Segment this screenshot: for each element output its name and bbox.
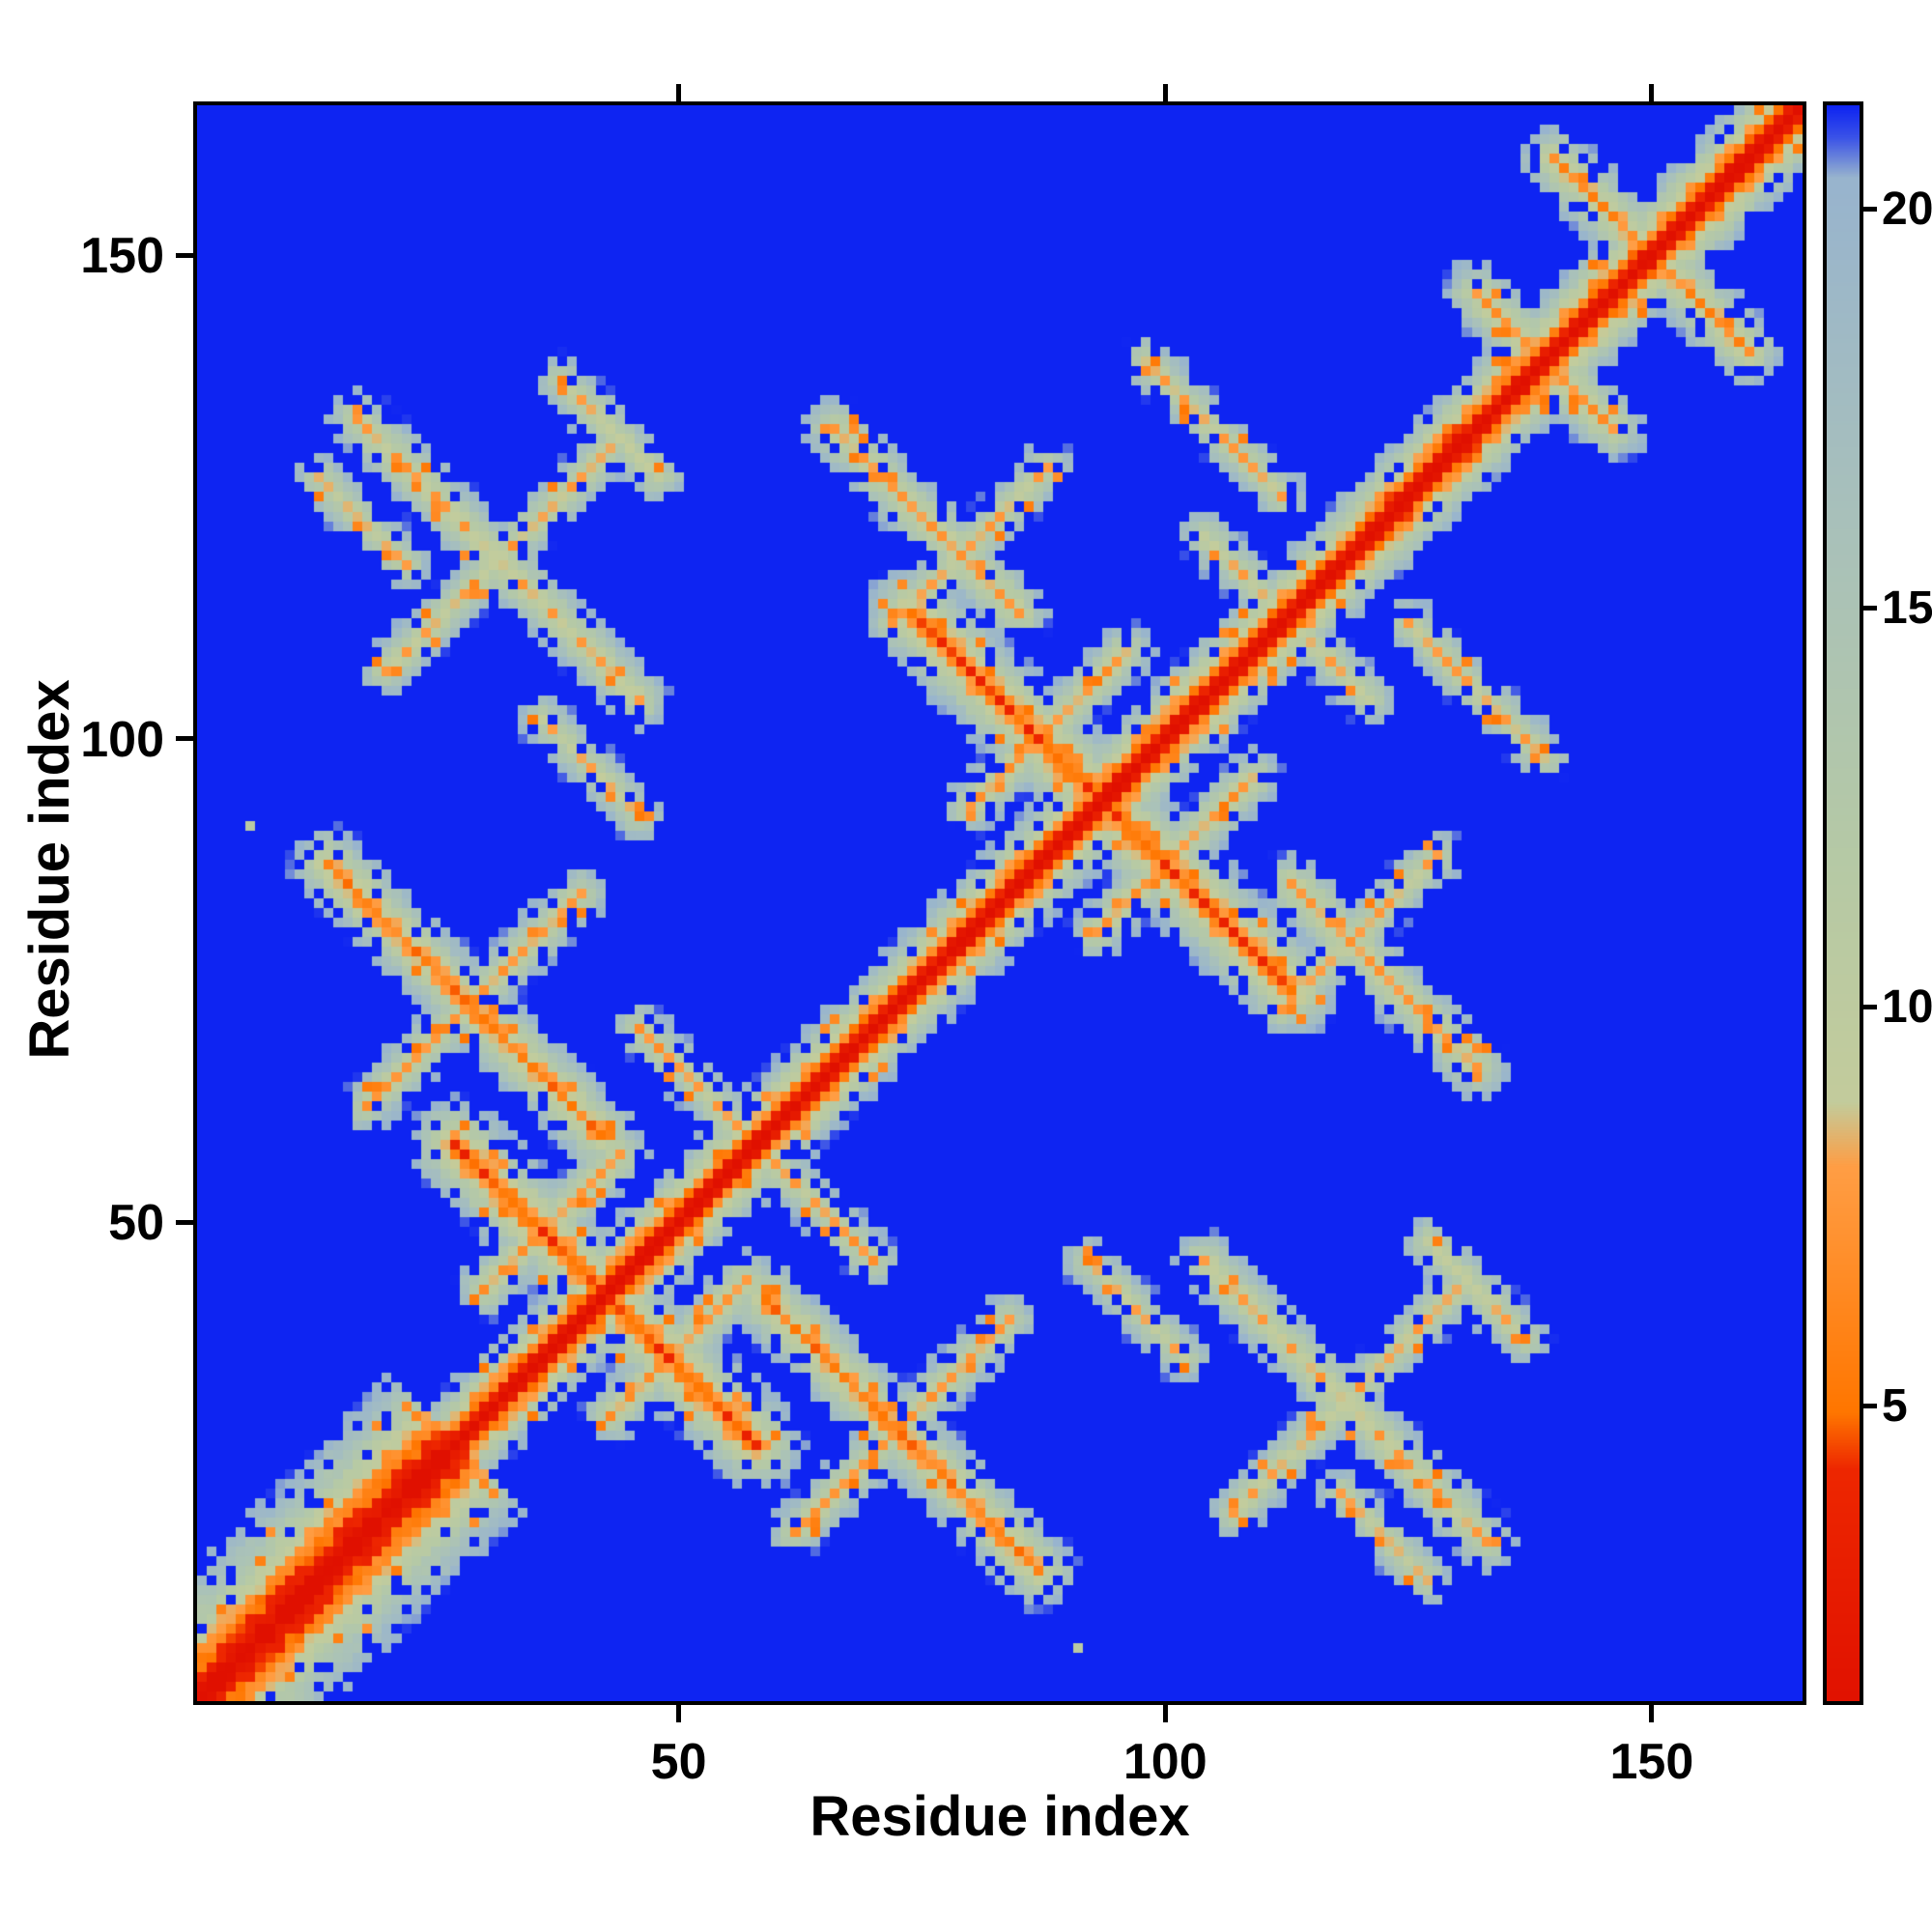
y-tick-mark bbox=[176, 1219, 193, 1225]
x-tick-mark bbox=[1649, 1705, 1655, 1722]
heatmap-canvas bbox=[197, 105, 1803, 1701]
x-tick-label: 150 bbox=[1609, 1734, 1694, 1790]
x-tick-mark bbox=[1162, 1705, 1168, 1722]
x-tick-label: 100 bbox=[1122, 1734, 1208, 1790]
x-axis-label: Residue index bbox=[810, 1785, 1190, 1848]
y-tick-label: 100 bbox=[80, 711, 164, 768]
y-tick-mark bbox=[176, 252, 193, 258]
x-top-tick-mark bbox=[1162, 84, 1168, 101]
colorbar-tick-label: 5 bbox=[1882, 1380, 1908, 1433]
x-top-tick-mark bbox=[1649, 84, 1655, 101]
colorbar-tick-mark bbox=[1863, 1004, 1877, 1009]
colorbar-canvas bbox=[1827, 105, 1860, 1701]
y-tick-label: 50 bbox=[108, 1195, 164, 1252]
colorbar-tick-label: 20 bbox=[1882, 184, 1932, 236]
x-tick-label: 50 bbox=[650, 1734, 707, 1790]
x-top-tick-mark bbox=[676, 84, 682, 101]
y-tick-mark bbox=[176, 736, 193, 742]
colorbar bbox=[1823, 101, 1863, 1705]
x-tick-mark bbox=[676, 1705, 682, 1722]
colorbar-tick-label: 10 bbox=[1882, 981, 1932, 1034]
plot-area bbox=[193, 101, 1806, 1705]
colorbar-tick-label: 15 bbox=[1882, 582, 1932, 635]
y-tick-label: 150 bbox=[80, 228, 164, 285]
colorbar-tick-mark bbox=[1863, 605, 1877, 611]
colorbar-tick-mark bbox=[1863, 1403, 1877, 1408]
colorbar-tick-mark bbox=[1863, 206, 1877, 212]
